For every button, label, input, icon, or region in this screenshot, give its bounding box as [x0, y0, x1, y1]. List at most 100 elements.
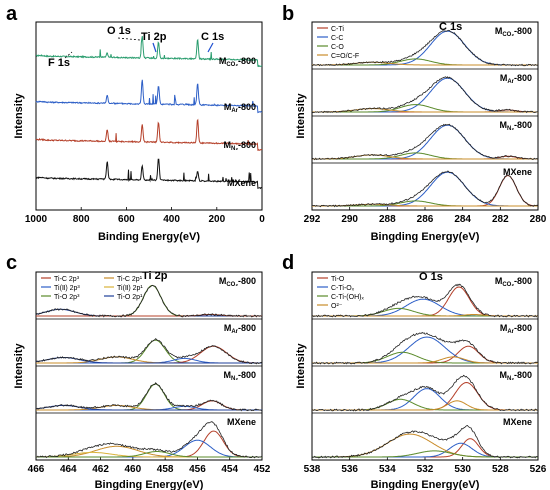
annotation-arrow: [64, 51, 73, 59]
component-curve: [312, 438, 538, 458]
legend-entry: Ti(Ⅱ) 2p³: [54, 285, 80, 292]
panel-b-xtick-label: 280: [530, 214, 547, 225]
raw-envelope: [35, 382, 263, 412]
series-line: [35, 36, 263, 68]
panel-b-xtick-label: 290: [341, 214, 358, 225]
panel-a-xtick-label: 200: [208, 214, 225, 225]
annotation-arrow: [152, 42, 157, 53]
annotation-ti2p: Ti 2p: [141, 31, 167, 43]
panel-a-survey: Binding Energy(eV) Intensity 1000 800 600 4…: [13, 21, 265, 243]
series-line: [35, 79, 263, 114]
panel-d-xtick-label: 526: [530, 464, 547, 475]
raw-envelope: [35, 284, 263, 318]
legend-entry: C-Ti-(OH)ₓ: [331, 294, 364, 301]
annotation-arrow: [207, 42, 214, 53]
panel-d-ylabel: Intensity: [295, 343, 307, 389]
raw-envelope: [311, 123, 539, 161]
panel-c-xtick-label: 454: [221, 464, 238, 475]
annotation-arrow: [117, 37, 141, 41]
legend-entry: Ti(Ⅱ) 2p¹: [117, 285, 143, 292]
raw-envelope: [311, 425, 539, 459]
panel-c-ti2p: Bingding Energy(eV) Intensity 466 464 462 4…: [13, 270, 271, 490]
panel-b-c1s: Bingding Energy(eV) Intensity 292 290 288 2…: [295, 21, 547, 243]
panel-c-xtick-label: 466: [28, 464, 45, 475]
annotation-f1s: F 1s: [48, 57, 70, 69]
panel-b-xtick-label: 288: [379, 214, 396, 225]
subpanel-label: MXene: [503, 167, 532, 177]
raw-envelope: [36, 421, 263, 459]
panel-d-xtick-label: 532: [417, 464, 434, 475]
panel-letter-b: b: [282, 3, 294, 25]
panel-a-frame: [35, 21, 263, 211]
legend-entry: Ti-C 2p³: [54, 276, 80, 283]
series-label: MXene: [227, 178, 256, 188]
subpanel-label: MAr-800: [500, 73, 532, 85]
panel-a-xtick-label: 600: [118, 214, 135, 225]
panel-a-xtick-label: 0: [259, 214, 265, 225]
panel-c-peak-label: Ti 2p: [142, 270, 168, 282]
panel-c-xtick-label: 458: [157, 464, 174, 475]
legend-entry: C-O: [331, 44, 344, 51]
panel-letter-d: d: [282, 252, 294, 274]
panel-a-ylabel: Intensity: [13, 93, 25, 139]
legend-entry: Ti-C 2p¹: [117, 276, 143, 283]
panel-b-xlabel: Bingding Energy(eV): [371, 231, 480, 243]
panel-d-xtick-label: 536: [341, 464, 358, 475]
subpanel-label: MAr-800: [500, 323, 532, 335]
component-curve: [312, 442, 538, 458]
panel-c-xtick-label: 460: [125, 464, 142, 475]
panel-b-xtick-label: 292: [304, 214, 321, 225]
raw-envelope: [311, 76, 539, 114]
legend-entry: Ti-O 2p³: [54, 294, 80, 301]
panel-letter-c: c: [6, 252, 17, 274]
raw-envelope: [311, 374, 539, 412]
component-curve: [312, 298, 538, 317]
legend-entry: C-Ti: [331, 26, 344, 33]
component-curve: [35, 404, 262, 411]
panel-letter-a: a: [6, 3, 18, 25]
raw-envelope: [311, 283, 539, 318]
panel-d-peak-label: O 1s: [419, 271, 443, 283]
series-label: MN₂-800: [223, 140, 256, 152]
component-curve: [312, 450, 538, 458]
component-curve: [312, 171, 538, 207]
panel-a-xtick-label: 400: [163, 214, 180, 225]
subpanel-label: MXene: [503, 417, 532, 427]
raw-envelope: [311, 29, 539, 67]
panel-d-o1s: Bingding Energy(eV) Intensity 538 536 534 5…: [295, 271, 547, 490]
panel-b-xtick-label: 286: [417, 214, 434, 225]
annotation-o1s: O 1s: [107, 25, 131, 37]
panel-c-xtick-label: 452: [254, 464, 271, 475]
legend-entry: O²⁻: [331, 303, 343, 310]
panel-a-xtick-label: 800: [73, 214, 90, 225]
component-curve: [312, 77, 538, 113]
raw-envelope: [311, 331, 539, 365]
subpanel-label: MN₂-800: [223, 370, 256, 382]
component-curve: [36, 430, 262, 458]
legend-entry: C-C: [331, 35, 343, 42]
subpanel-label: MN₂-800: [499, 370, 532, 382]
subpanel-label: MCO₂-800: [219, 276, 256, 288]
series-label: MAr-800: [224, 102, 256, 114]
panel-d-xtick-label: 538: [304, 464, 321, 475]
panel-b-xtick-label: 282: [492, 214, 509, 225]
subpanel-label: MXene: [227, 417, 256, 427]
series-line: [35, 158, 263, 190]
component-curve: [36, 451, 262, 458]
annotation-arrows: [64, 37, 214, 59]
component-curve: [312, 381, 538, 411]
component-curve: [312, 351, 538, 364]
panel-d-xtick-label: 534: [379, 464, 396, 475]
panel-c-ylabel: Intensity: [13, 343, 25, 389]
legend-entry: C=O/C-F: [331, 53, 359, 60]
panel-b-ylabel: Intensity: [295, 93, 307, 139]
panel-c-xtick-label: 462: [92, 464, 109, 475]
panel-a-xlabel: Binding Energy(eV): [98, 231, 200, 243]
panel-b-xtick-label: 284: [454, 214, 471, 225]
panel-b-peak-label: C 1s: [439, 21, 462, 33]
panel-a-xtick-label: 1000: [25, 214, 48, 225]
raw-envelope: [312, 170, 539, 208]
component-curve: [312, 388, 538, 411]
legend-entry: Ti-O 2p¹: [117, 294, 143, 301]
